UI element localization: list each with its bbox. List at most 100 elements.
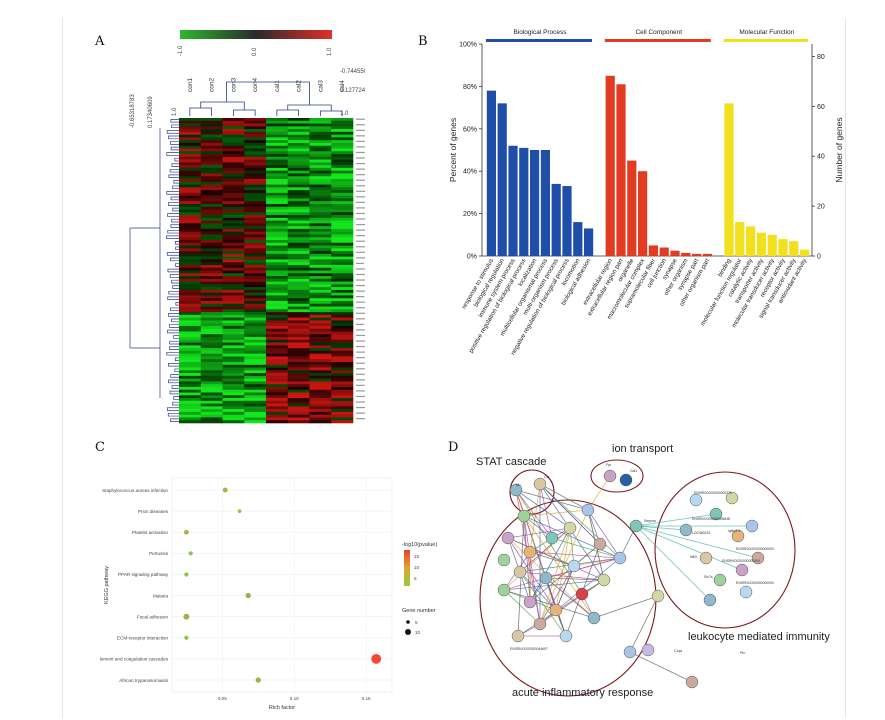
heatmap-cell [200,262,223,266]
heatmap-cell [179,212,202,216]
heatmap-cell [287,195,310,199]
heatmap-cell [287,339,310,343]
heatmap-cell [266,206,289,210]
heatmap-cell [222,314,245,318]
network-node [545,531,559,545]
heatmap-cell [179,262,202,266]
heatmap-cell [287,217,310,221]
heatmap-cell [179,350,202,354]
heatmap-cell [309,259,332,263]
heatmap-cell [222,362,245,366]
heatmap-cell [331,118,354,122]
heatmap-cell [331,226,354,230]
dendro-branch [168,363,179,367]
heatmap-cell [331,156,354,160]
heatmap-cell [244,126,267,130]
heatmap-cell [309,353,332,357]
network-node [533,617,547,631]
heatmap-cell [200,131,223,135]
heatmap-cell [200,184,223,188]
heatmap-cell [287,167,310,171]
row-label-mark [356,395,365,398]
y-tick-label-right: 40 [817,154,825,161]
heatmap-cell [309,234,332,238]
y-axis-label: KEGG pathway [104,566,110,604]
row-label-mark [356,318,365,320]
edge [503,589,541,625]
column-dendrogram [189,81,343,116]
heatmap-cell [266,137,289,141]
heatmap-cell [266,339,289,343]
edge [539,565,575,625]
heatmap-cell [266,245,289,249]
heatmap-cell [287,209,310,213]
heatmap-cell [331,215,354,219]
cluster-label: STAT cascade [476,456,546,468]
heatmap-cell [309,231,332,235]
heatmap-cell [331,134,354,138]
heatmap-cell [222,420,245,424]
heatmap-cell [222,400,245,404]
heatmap-cell [331,420,354,424]
bar [530,150,540,256]
network-node [559,629,573,643]
heatmap-cell [287,262,310,266]
heatmap-cell [244,312,267,316]
row-label-mark [356,240,365,242]
heatmap-cell [222,353,245,357]
heatmap-cell [266,262,289,266]
heatmap-cell [244,240,267,244]
heatmap-cell [200,267,223,271]
heatmap-cell [200,248,223,252]
heatmap-cell [287,234,310,238]
heatmap-cell [266,400,289,404]
color-legend-tick: 10 [414,565,420,570]
group-header-bar [723,39,808,42]
heatmap-cell [244,309,267,313]
heatmap-cell [309,240,332,244]
network-node [685,675,699,689]
heatmap-cell [287,259,310,263]
dendro-branch [172,207,179,212]
heatmap-cell [179,206,202,210]
network-node [533,477,547,491]
bar [789,241,799,256]
heatmap-cell [266,198,289,202]
heatmap-cell [179,400,202,404]
heatmap-cell [222,195,245,199]
heatmap-cell [179,309,202,313]
heatmap-cell [200,350,223,354]
heatmap-cell [309,162,332,166]
heatmap-cell [200,317,223,321]
category-label: ECM-receptor interaction [117,636,169,641]
heatmap-cell [331,334,354,338]
heatmap-cell [287,384,310,388]
heatmap-cell [179,301,202,305]
heatmap-cell [200,287,223,291]
heatmap-cell [222,256,245,260]
heatmap-cell [309,192,332,196]
heatmap-cell [244,176,267,180]
heatmap-cell [309,314,332,318]
row-label-mark [356,334,365,337]
heatmap-cell [200,195,223,199]
heatmap-cell [200,231,223,235]
dendro-branch [173,180,179,184]
heatmap-cell [222,192,245,196]
heatmap-cell [222,187,245,191]
heatmap-cell [179,373,202,377]
heatmap-cell [309,223,332,227]
color-legend-tick: 5 [414,576,417,581]
heatmap-cell [200,256,223,260]
heatmap-cell [244,170,267,174]
heatmap-cell [287,301,310,305]
heatmap-cell [309,165,332,169]
heatmap-cell [331,220,354,224]
heatmap-cell [222,303,245,307]
heatmap-cell [309,276,332,280]
heatmap-cell [244,287,267,291]
heatmap-cell [244,417,267,421]
row-label-mark [356,190,365,192]
heatmap-cell [309,154,332,158]
heatmap-cell [287,359,310,363]
